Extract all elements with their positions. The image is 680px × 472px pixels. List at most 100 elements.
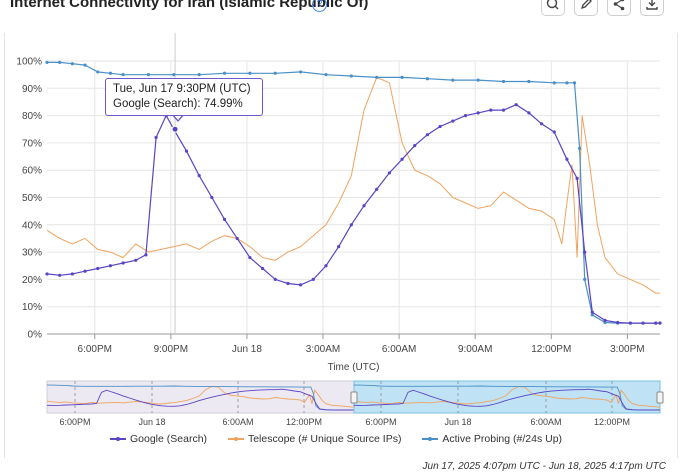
data-point[interactable] [501,79,506,84]
data-point[interactable] [578,146,582,150]
data-point[interactable] [575,176,579,180]
data-point[interactable] [400,157,404,161]
data-point[interactable] [337,245,341,249]
data-point[interactable] [273,277,277,281]
data-point[interactable] [222,217,227,221]
data-point[interactable] [425,77,430,81]
data-point[interactable] [210,195,214,200]
data-point[interactable] [413,144,417,148]
connectivity-chart[interactable]: 0% 10% 20% 30% 40% 50% 60% 70% 80% 90% 100% 6:00PM… [0,0,680,430]
share-button[interactable] [607,0,631,16]
download-button[interactable] [640,0,664,16]
data-point[interactable] [70,62,74,66]
data-point[interactable] [154,135,158,140]
data-point[interactable] [260,266,265,271]
data-point[interactable] [96,266,100,271]
data-point[interactable] [451,78,455,82]
data-point[interactable] [400,75,404,79]
data-point[interactable] [425,133,430,137]
data-point[interactable] [539,122,544,126]
data-point[interactable] [590,310,594,314]
chart-legend: Google (Search) Telescope (# Unique Sour… [110,433,580,446]
data-point[interactable] [108,71,113,75]
data-point[interactable] [311,277,315,281]
data-point[interactable] [108,264,113,268]
data-point[interactable] [362,204,366,208]
navigator-series-0 [46,388,354,411]
data-point[interactable] [96,70,100,74]
data-point[interactable] [58,273,62,277]
legend-item-active-probing[interactable]: Active Probing (#/24s Up) [422,433,562,445]
data-point[interactable] [501,108,506,112]
data-point[interactable] [583,277,587,281]
data-point[interactable] [658,321,662,325]
data-point[interactable] [476,111,480,115]
legend-item-telescope[interactable]: Telescope (# Unique Source IPs) [227,433,401,445]
data-point[interactable] [387,171,391,175]
data-point[interactable] [45,272,49,276]
data-point[interactable] [146,73,151,77]
data-point[interactable] [572,81,577,85]
data-point[interactable] [375,75,379,79]
data-point[interactable] [616,320,620,325]
data-point[interactable] [222,71,227,75]
data-point[interactable] [565,157,569,161]
data-point[interactable] [583,250,587,254]
data-point[interactable] [172,73,176,77]
page-title: Internet Connectivity for Iran (Islamic … [10,0,369,11]
data-point[interactable] [273,71,277,75]
data-point[interactable] [134,258,138,262]
y-tick-label: 90% [22,84,42,95]
data-point[interactable] [476,78,480,82]
data-point[interactable] [565,81,569,85]
data-point[interactable] [641,321,645,325]
time-range-label: Jun 17, 2025 4:07pm UTC - Jun 18, 2025 4… [422,461,666,472]
data-point[interactable] [197,73,201,77]
data-point[interactable] [144,253,148,257]
data-point[interactable] [248,255,252,260]
legend-item-google[interactable]: Google (Search) [110,433,207,445]
data-point[interactable] [628,321,632,325]
data-point[interactable] [83,269,87,273]
data-point[interactable] [299,283,303,287]
x-tick-label: 12:00PM [531,344,571,355]
data-point[interactable] [184,149,189,153]
x-tick-label: Jun 18 [232,344,262,355]
data-point[interactable] [438,124,442,129]
data-point[interactable] [489,108,493,112]
data-point[interactable] [197,174,201,178]
data-point[interactable] [603,318,607,322]
data-point[interactable] [324,264,328,268]
data-point[interactable] [286,281,290,286]
data-point[interactable] [83,63,87,67]
help-circle-icon[interactable]: ? [312,0,327,12]
navigator-handle-right[interactable] [656,391,664,404]
data-point[interactable] [70,272,74,276]
navigator-handle-left[interactable] [350,391,358,404]
data-point[interactable] [45,60,49,64]
data-point[interactable] [590,313,594,317]
data-point[interactable] [299,70,303,74]
data-point[interactable] [324,73,328,77]
series-line-1[interactable] [46,76,660,294]
data-point[interactable] [451,119,455,123]
data-point[interactable] [58,60,62,64]
data-point[interactable] [552,81,556,85]
data-point[interactable] [527,79,531,84]
data-point[interactable] [349,223,353,227]
navigator[interactable]: 6:00PM Jun 18 6:00AM 12:00PM 6:00PM Jun 18 6:0… [46,380,664,427]
data-point[interactable] [121,261,125,265]
data-point[interactable] [552,130,556,134]
data-point[interactable] [514,103,518,107]
series-line-0[interactable] [46,104,660,324]
data-point[interactable] [121,73,125,77]
data-point[interactable] [349,74,353,78]
edit-button[interactable] [574,0,598,16]
data-point[interactable] [235,236,239,241]
zoom-reset-button[interactable] [541,0,565,16]
data-point[interactable] [463,114,468,118]
data-point[interactable] [375,187,379,191]
data-point[interactable] [654,321,658,325]
data-point[interactable] [527,111,531,115]
data-point[interactable] [248,71,252,75]
